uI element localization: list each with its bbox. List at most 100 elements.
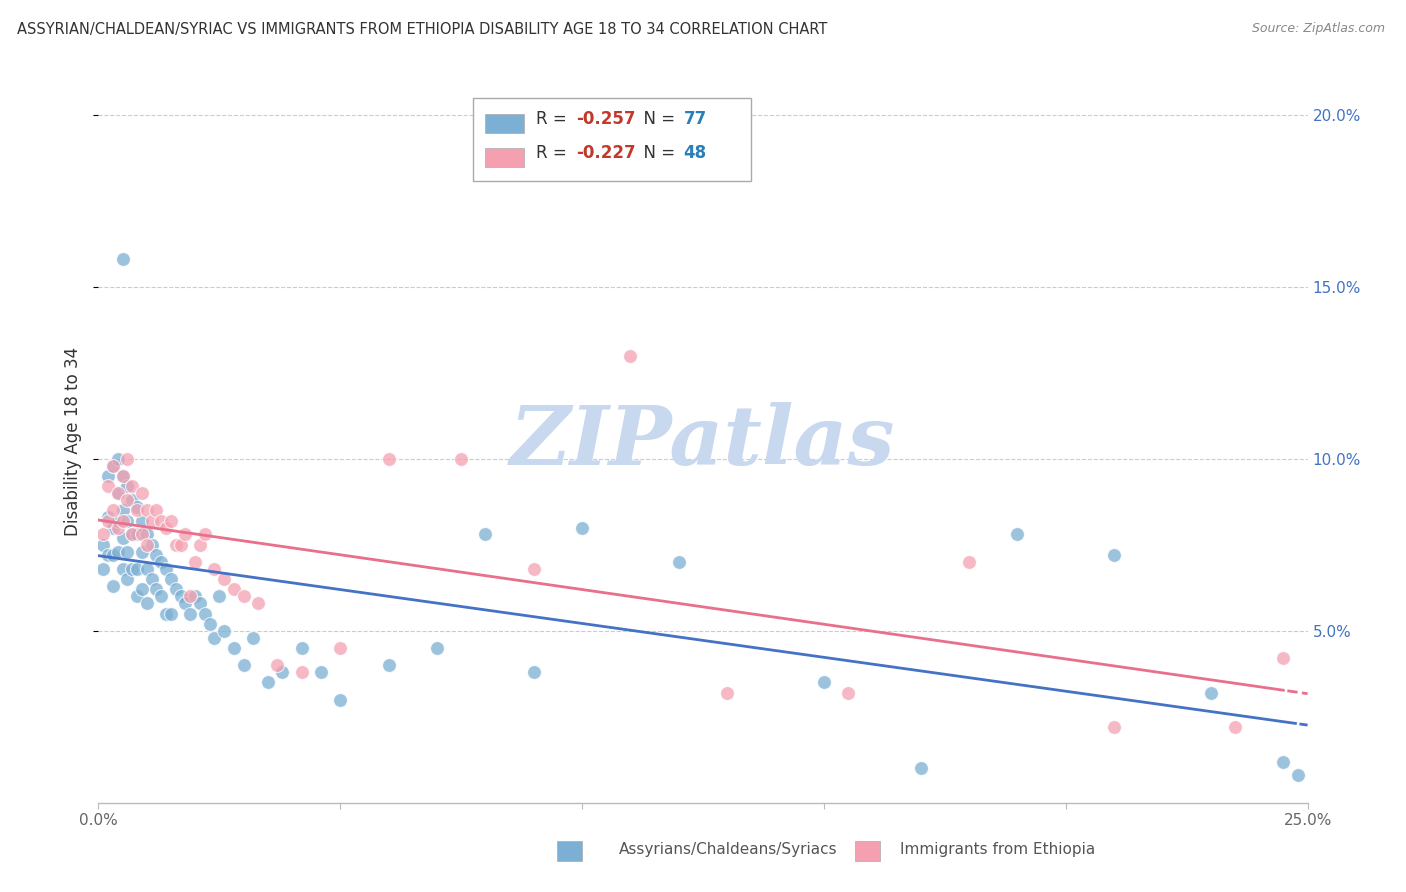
Point — [188, 538, 211, 552]
Point — [91, 562, 114, 576]
Point — [117, 479, 139, 493]
Point — [111, 252, 134, 267]
Point — [97, 514, 120, 528]
Point — [150, 590, 173, 604]
Bar — [485, 114, 524, 133]
Point — [837, 686, 859, 700]
Point — [523, 665, 546, 679]
Point — [131, 544, 153, 558]
Point — [204, 562, 226, 576]
Point — [222, 640, 245, 655]
Point — [121, 562, 143, 576]
Point — [1102, 548, 1125, 562]
Point — [135, 527, 157, 541]
Point — [117, 451, 139, 466]
Point — [135, 503, 157, 517]
Point — [131, 514, 153, 528]
Point — [1286, 768, 1309, 782]
Point — [165, 582, 187, 597]
Point — [716, 686, 738, 700]
Point — [155, 562, 177, 576]
Point — [107, 486, 129, 500]
Point — [426, 640, 449, 655]
Point — [107, 520, 129, 534]
Bar — [485, 148, 524, 167]
Point — [242, 631, 264, 645]
Point — [127, 562, 149, 576]
Point — [329, 692, 352, 706]
Point — [101, 579, 124, 593]
Point — [121, 527, 143, 541]
Point — [179, 607, 201, 621]
Point — [97, 479, 120, 493]
Point — [204, 631, 226, 645]
Point — [117, 493, 139, 508]
FancyBboxPatch shape — [474, 98, 751, 181]
Point — [813, 675, 835, 690]
Point — [155, 520, 177, 534]
Point — [271, 665, 294, 679]
Point — [377, 451, 399, 466]
Point — [121, 493, 143, 508]
Point — [131, 582, 153, 597]
Point — [222, 582, 245, 597]
Point — [169, 538, 191, 552]
Point — [107, 486, 129, 500]
Point — [121, 479, 143, 493]
Point — [160, 607, 183, 621]
Point — [198, 616, 221, 631]
Point — [145, 548, 167, 562]
Point — [256, 675, 278, 690]
Point — [131, 527, 153, 541]
Text: Assyrians/Chaldeans/Syriacs: Assyrians/Chaldeans/Syriacs — [619, 842, 837, 856]
Point — [179, 590, 201, 604]
Point — [97, 469, 120, 483]
Point — [668, 555, 690, 569]
Point — [309, 665, 332, 679]
Point — [107, 451, 129, 466]
Point — [145, 503, 167, 517]
Point — [117, 514, 139, 528]
Point — [141, 538, 163, 552]
Point — [290, 640, 312, 655]
Point — [135, 538, 157, 552]
Point — [619, 349, 641, 363]
Point — [232, 590, 254, 604]
Point — [184, 555, 207, 569]
Point — [184, 590, 207, 604]
Point — [1223, 720, 1246, 734]
Point — [266, 658, 288, 673]
Point — [571, 520, 593, 534]
Point — [111, 514, 134, 528]
Point — [1272, 651, 1295, 665]
Point — [450, 451, 472, 466]
Point — [107, 544, 129, 558]
Point — [117, 572, 139, 586]
Point — [212, 572, 235, 586]
Point — [107, 514, 129, 528]
Point — [957, 555, 980, 569]
Point — [1272, 755, 1295, 769]
Point — [127, 527, 149, 541]
Point — [150, 555, 173, 569]
Text: N =: N = — [633, 144, 681, 161]
Point — [194, 527, 217, 541]
Point — [212, 624, 235, 638]
Text: -0.257: -0.257 — [576, 110, 636, 128]
Point — [141, 572, 163, 586]
Point — [101, 548, 124, 562]
Point — [160, 514, 183, 528]
Text: 77: 77 — [683, 110, 707, 128]
Text: Source: ZipAtlas.com: Source: ZipAtlas.com — [1251, 22, 1385, 36]
Point — [1199, 686, 1222, 700]
Point — [91, 538, 114, 552]
Point — [155, 607, 177, 621]
Point — [101, 503, 124, 517]
Point — [329, 640, 352, 655]
Point — [145, 582, 167, 597]
Point — [117, 544, 139, 558]
Point — [101, 520, 124, 534]
Text: 48: 48 — [683, 144, 707, 161]
Point — [111, 469, 134, 483]
Text: Immigrants from Ethiopia: Immigrants from Ethiopia — [900, 842, 1095, 856]
